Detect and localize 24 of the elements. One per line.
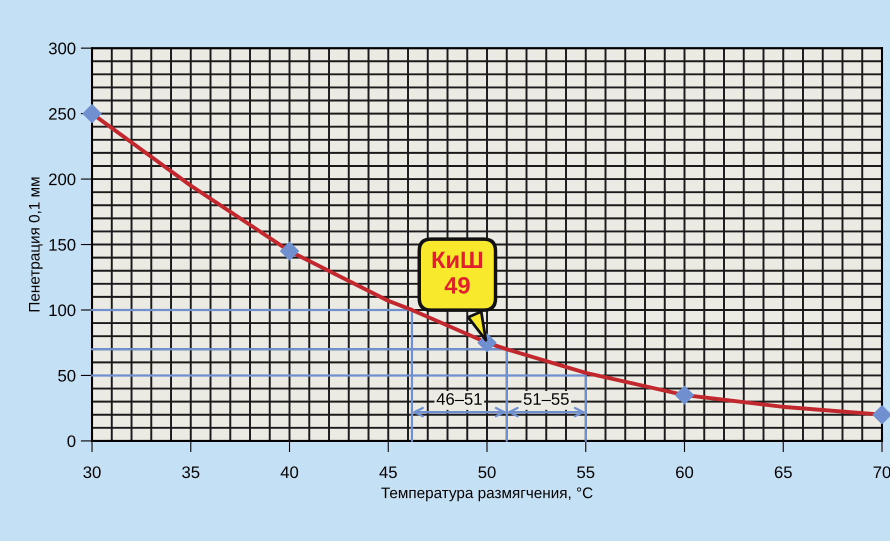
y-tick-label: 0	[67, 435, 76, 448]
y-tick-label: 200	[49, 173, 76, 186]
series-label: 46–51	[436, 393, 482, 405]
point	[872, 405, 890, 424]
series-label: 51–55	[524, 393, 569, 405]
y-tick-label: 250	[49, 108, 76, 120]
y-axis-title: Пенетрация 0,1 мм	[28, 177, 43, 312]
y-tick-label: 50	[58, 370, 76, 382]
point	[280, 242, 299, 261]
x-tick-label: 50	[478, 466, 496, 478]
x-tick-label: 40	[280, 466, 298, 478]
x-tick-label: 45	[379, 466, 397, 478]
point	[82, 104, 102, 124]
annotation: КиШ 49	[432, 252, 482, 294]
x-tick-label: 30	[83, 466, 101, 478]
x-axis-title: Температура размягчения, °С	[381, 487, 593, 502]
y-tick-label: 100	[50, 304, 76, 316]
point	[675, 386, 694, 405]
x-tick-label: 35	[182, 466, 200, 478]
y-tick-label: 150	[50, 238, 76, 251]
x-tick-label: 55	[577, 466, 594, 478]
y-tick-label: 300	[48, 42, 76, 54]
x-tick-label: 60	[676, 466, 694, 478]
x-tick-label: 65	[774, 466, 792, 478]
